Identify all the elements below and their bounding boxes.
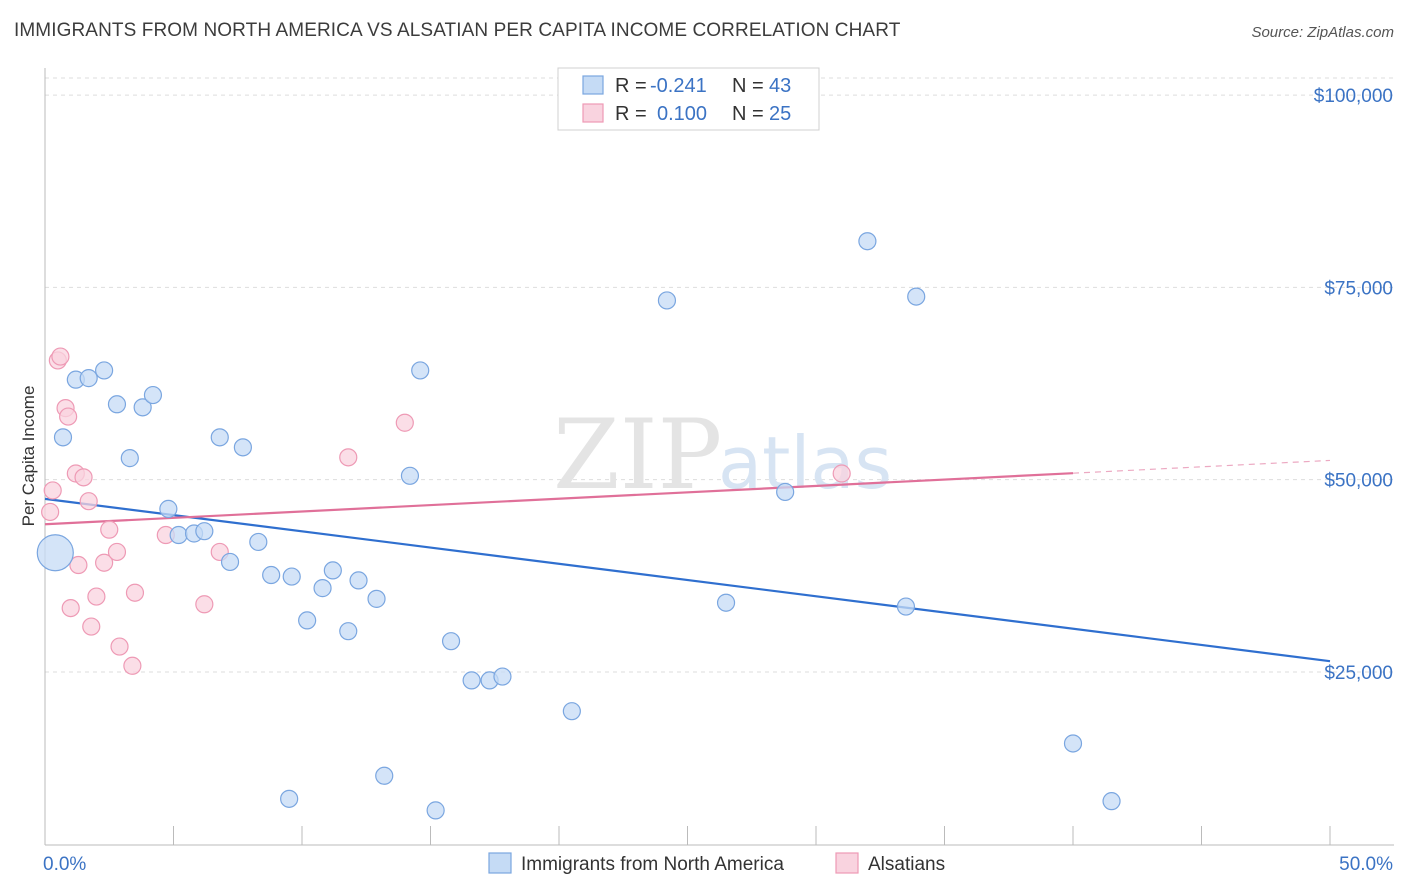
point-immigrants-north-america [220,552,240,572]
y-axis-label: Per Capita Income [19,386,38,527]
legend-swatch-pink [582,103,604,123]
legend-bottom-swatch-pink [835,852,859,874]
watermark-atlas: atlas [718,421,892,505]
point-immigrants-north-america [169,525,188,545]
point-immigrants-north-america [426,801,445,820]
point-immigrants-north-america [280,789,299,808]
point-immigrants-north-america [159,499,178,518]
point-immigrants-north-america [133,398,152,417]
point-immigrants-north-america [400,466,420,485]
point-immigrants-north-america [53,428,73,447]
legend-r-value: 0.100 [657,103,707,125]
legend-row-blue: R = -0.241 N = 43 [582,75,791,97]
chart-title: IMMIGRANTS FROM NORTH AMERICA VS ALSATIA… [14,20,901,41]
trend-line-alsatians [44,472,1074,526]
point-alsatians [339,448,358,467]
y-tick-labels: $25,000 $50,000 $75,000 $100,000 [1314,86,1393,684]
point-alsatians [79,492,98,511]
point-immigrants-north-america [349,571,368,590]
point-alsatians [95,553,114,572]
point-alsatians [87,587,106,606]
point-immigrants-north-america [249,532,268,552]
y-tick-label: $25,000 [1324,663,1393,684]
point-immigrants-north-america [339,622,358,641]
point-alsatians [59,407,78,426]
watermark: ZIP atlas [553,399,892,511]
point-immigrants-north-america [1063,734,1083,753]
point-immigrants-north-america [79,369,98,388]
point-immigrants-north-america [858,232,877,251]
point-immigrants-north-america [95,361,114,380]
point-alsatians [51,347,70,366]
point-immigrants-north-america [907,287,926,306]
point-alsatians [110,637,129,656]
point-immigrants-north-america [195,522,214,541]
point-immigrants-north-america [233,438,252,457]
point-alsatians [69,555,88,575]
y-tick-label: $50,000 [1324,471,1393,492]
point-alsatians [832,464,851,483]
point-immigrants-north-america [462,671,481,690]
point-immigrants-north-america [657,291,677,310]
point-alsatians [43,481,62,500]
legend-n-value: 25 [769,103,791,125]
point-immigrants-north-america [262,565,281,585]
x-tick-label: 0.0% [43,854,86,875]
trend-line-alsatians-extension [1072,459,1331,474]
point-immigrants-north-america [298,611,317,630]
point-immigrants-north-america [562,702,581,721]
legend-r-label: R = [615,75,647,97]
point-immigrants-north-america [323,561,342,580]
point-immigrants-north-america [896,597,916,616]
point-immigrants-north-america [282,567,301,586]
legend-top: R = -0.241 N = 43 R = 0.100 N = 25 [557,67,820,131]
point-alsatians [123,656,142,675]
trend-line-immigrants-north-america [44,497,1331,663]
point-immigrants-north-america [776,482,795,502]
point-immigrants-north-america [441,632,461,651]
legend-n-label: N = [732,103,764,125]
y-tick-label: $100,000 [1314,86,1393,107]
legend-row-pink: R = 0.100 N = 25 [582,103,791,125]
legend-r-value: -0.241 [650,75,707,97]
point-alsatians [107,542,127,562]
legend-n-value: 43 [769,75,791,97]
legend-bottom-swatch-blue [488,852,512,874]
point-alsatians [41,502,60,522]
trend-lines [44,459,1331,663]
point-alsatians [82,617,101,636]
legend-r-label: R = [615,103,647,125]
point-alsatians [74,468,93,487]
y-tick-label: $75,000 [1324,278,1393,299]
point-immigrants-north-america [210,428,229,447]
point-alsatians [195,595,214,614]
point-immigrants-north-america [143,385,163,405]
point-immigrants-north-america [1102,792,1121,811]
data-points [36,232,1121,820]
point-immigrants-north-america [313,579,332,598]
point-immigrants-north-america [375,766,394,785]
point-alsatians [125,583,145,602]
x-tick-label: 50.0% [1339,854,1393,875]
x-tick-labels: 0.0% 50.0% [43,854,1393,875]
point-immigrants-north-america [120,449,139,468]
legend-bottom: Immigrants from North America Alsatians [488,852,945,875]
axes [44,68,1394,846]
point-immigrants-north-america [411,361,430,380]
legend-bottom-label-pink: Alsatians [868,854,945,875]
point-immigrants-north-america [36,534,74,572]
point-alsatians [100,520,119,539]
point-immigrants-north-america [107,395,127,414]
legend-bottom-label-blue: Immigrants from North America [521,854,784,875]
point-alsatians [61,599,80,618]
point-immigrants-north-america [716,593,736,612]
point-immigrants-north-america [493,667,512,686]
legend-swatch-blue [582,75,604,95]
gridlines [45,77,1394,673]
legend-n-label: N = [732,75,764,97]
point-immigrants-north-america [367,589,386,608]
source-credit: Source: ZipAtlas.com [1251,24,1394,41]
point-alsatians [395,413,414,432]
